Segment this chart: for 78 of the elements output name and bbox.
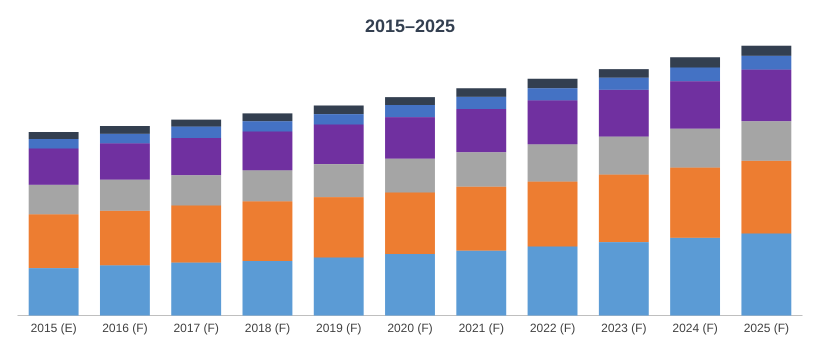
bar	[314, 114, 364, 124]
x-tick-label: 2020 (F)	[387, 321, 433, 336]
bar	[528, 144, 578, 182]
bar	[385, 192, 435, 254]
bar	[100, 265, 150, 316]
bar	[28, 184, 79, 214]
bar	[670, 81, 720, 129]
bar	[171, 175, 222, 206]
bar	[171, 262, 222, 316]
bar	[456, 186, 506, 251]
bar	[741, 56, 792, 70]
bar	[670, 128, 720, 168]
bar	[670, 238, 720, 316]
bar	[670, 168, 720, 238]
bar	[385, 254, 435, 316]
bar	[598, 78, 649, 90]
bar	[741, 70, 792, 122]
bar	[314, 106, 364, 114]
bar	[28, 214, 79, 268]
x-tick-label: 2015 (E)	[30, 321, 77, 336]
bar	[741, 121, 792, 161]
bar	[528, 100, 578, 144]
x-tick-label: 2024 (F)	[672, 321, 718, 336]
bar	[598, 136, 649, 175]
x-tick-label: 2019 (F)	[316, 321, 362, 336]
bar	[100, 210, 150, 266]
bar	[100, 134, 150, 144]
bar	[456, 152, 506, 187]
bar	[456, 88, 506, 97]
bar	[171, 138, 222, 176]
bar	[385, 158, 435, 192]
bar	[100, 143, 150, 180]
bar	[171, 205, 222, 263]
bar	[314, 164, 364, 198]
bar	[242, 201, 292, 262]
bar	[456, 96, 506, 110]
x-tick-label: 2018 (F)	[244, 321, 290, 336]
bar	[528, 88, 578, 100]
bar	[385, 97, 435, 105]
x-tick-label: 2023 (F)	[601, 321, 646, 336]
bar	[171, 120, 222, 127]
bar	[670, 57, 720, 68]
bar	[598, 242, 649, 316]
bar	[242, 113, 292, 122]
bar	[598, 69, 649, 78]
bar	[171, 126, 222, 138]
bar	[741, 234, 792, 316]
bar	[598, 174, 649, 242]
bar	[28, 268, 79, 316]
bar	[670, 67, 720, 82]
bar	[528, 246, 578, 316]
bar	[741, 46, 792, 56]
bar	[598, 90, 649, 137]
x-tick-label: 2017 (F)	[174, 321, 219, 336]
x-tick-label: 2021 (F)	[458, 321, 504, 336]
bar	[314, 258, 364, 316]
bar	[242, 261, 292, 316]
x-tick-label: 2025 (F)	[744, 321, 790, 336]
bar	[741, 160, 792, 234]
bar	[242, 170, 292, 202]
bar	[100, 180, 150, 211]
bar	[456, 109, 506, 152]
bar	[528, 182, 578, 246]
bar	[28, 148, 79, 185]
bar	[28, 132, 79, 140]
bar	[28, 139, 79, 148]
bar	[385, 105, 435, 118]
bar	[385, 117, 435, 159]
bar	[528, 78, 578, 88]
bar	[314, 124, 364, 164]
bar	[242, 121, 292, 132]
chart-title: 2015–2025	[364, 16, 456, 36]
bar	[314, 197, 364, 258]
bar	[100, 126, 150, 134]
bar	[456, 250, 506, 316]
x-tick-label: 2022 (F)	[530, 321, 576, 336]
x-tick-label: 2016 (F)	[102, 321, 148, 336]
bar	[242, 131, 292, 170]
